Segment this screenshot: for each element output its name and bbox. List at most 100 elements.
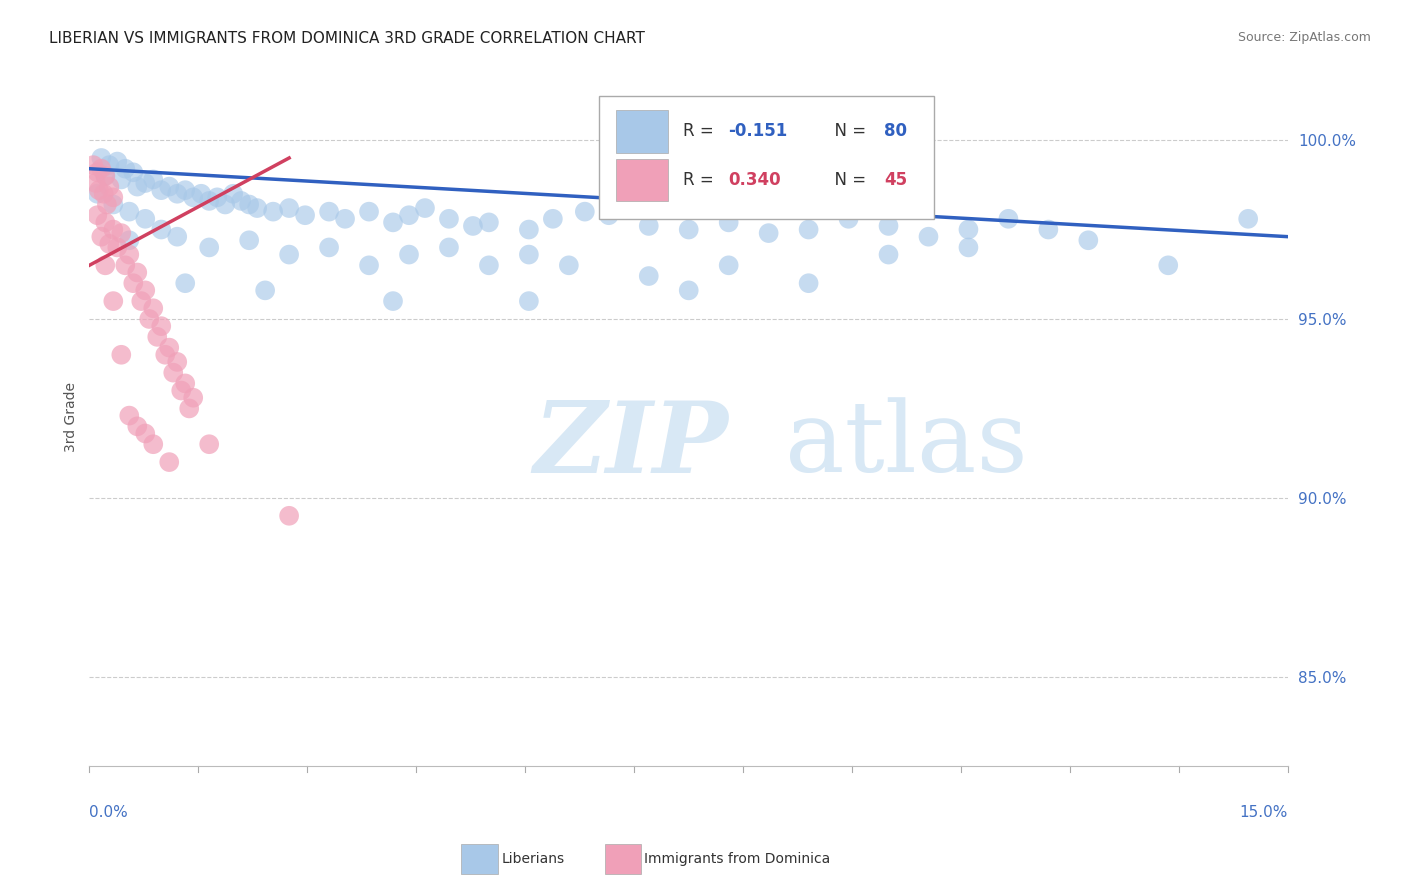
Point [94, 258, 117, 272]
Point [917, 229, 939, 244]
Point [717, 258, 740, 272]
Point [190, 186, 212, 201]
Point [174, 376, 197, 391]
Point [179, 401, 201, 416]
Point [138, 312, 160, 326]
Point [86, 186, 108, 201]
Point [82, 158, 104, 172]
Text: 0.340: 0.340 [728, 171, 780, 189]
Point [127, 265, 149, 279]
Point [541, 211, 564, 226]
Point [382, 294, 405, 309]
Point [246, 201, 269, 215]
Point [205, 190, 228, 204]
Point [678, 284, 700, 298]
Point [398, 208, 420, 222]
Point [517, 247, 540, 261]
Point [278, 508, 301, 523]
Point [142, 301, 165, 316]
Point [134, 284, 156, 298]
Point [797, 276, 820, 290]
Point [478, 215, 501, 229]
Point [110, 172, 132, 186]
Point [105, 240, 128, 254]
Point [181, 190, 204, 204]
Point [166, 186, 188, 201]
Point [318, 204, 340, 219]
Point [118, 233, 141, 247]
Point [90, 151, 112, 165]
Text: N =: N = [824, 122, 872, 140]
Text: 15.0%: 15.0% [1240, 805, 1288, 820]
Point [413, 201, 436, 215]
Point [262, 204, 284, 219]
Text: 0.0%: 0.0% [90, 805, 128, 820]
Point [957, 222, 980, 236]
Point [146, 330, 169, 344]
Point [238, 197, 260, 211]
Point [94, 215, 117, 229]
Point [678, 222, 700, 236]
Point [86, 165, 108, 179]
Point [86, 208, 108, 222]
Point [157, 455, 180, 469]
Point [1157, 258, 1180, 272]
Point [517, 222, 540, 236]
Point [382, 215, 405, 229]
Point [155, 348, 177, 362]
Point [157, 341, 180, 355]
Point [278, 201, 301, 215]
Point [214, 197, 236, 211]
Point [278, 247, 301, 261]
Point [142, 172, 165, 186]
FancyBboxPatch shape [599, 96, 935, 219]
Point [110, 226, 132, 240]
Point [127, 419, 149, 434]
FancyBboxPatch shape [616, 159, 668, 202]
Text: 45: 45 [884, 171, 907, 189]
Point [294, 208, 316, 222]
Point [118, 204, 141, 219]
Point [198, 194, 221, 208]
Point [231, 194, 253, 208]
Text: atlas: atlas [785, 398, 1028, 493]
Point [357, 258, 380, 272]
Point [254, 284, 277, 298]
Point [238, 233, 260, 247]
Point [222, 186, 245, 201]
Point [150, 183, 173, 197]
Point [1077, 233, 1099, 247]
FancyBboxPatch shape [616, 110, 668, 153]
Point [398, 247, 420, 261]
Point [114, 161, 136, 176]
Point [98, 179, 121, 194]
Point [150, 222, 173, 236]
Point [166, 229, 188, 244]
Point [103, 294, 125, 309]
Point [98, 236, 121, 251]
Point [574, 204, 596, 219]
Point [997, 211, 1019, 226]
Point [114, 258, 136, 272]
Point [357, 204, 380, 219]
Text: R =: R = [683, 122, 718, 140]
Point [517, 294, 540, 309]
Point [96, 197, 118, 211]
Point [134, 211, 156, 226]
Point [93, 186, 115, 201]
Text: Source: ZipAtlas.com: Source: ZipAtlas.com [1237, 31, 1371, 45]
Point [127, 179, 149, 194]
Point [118, 247, 141, 261]
Text: LIBERIAN VS IMMIGRANTS FROM DOMINICA 3RD GRADE CORRELATION CHART: LIBERIAN VS IMMIGRANTS FROM DOMINICA 3RD… [49, 31, 645, 46]
Point [437, 211, 460, 226]
Point [90, 161, 112, 176]
Point [103, 190, 125, 204]
Point [94, 169, 117, 183]
Point [637, 268, 659, 283]
Point [105, 154, 128, 169]
Point [166, 355, 188, 369]
Point [717, 215, 740, 229]
Point [797, 222, 820, 236]
Text: ZIP: ZIP [533, 397, 728, 493]
Point [838, 211, 860, 226]
